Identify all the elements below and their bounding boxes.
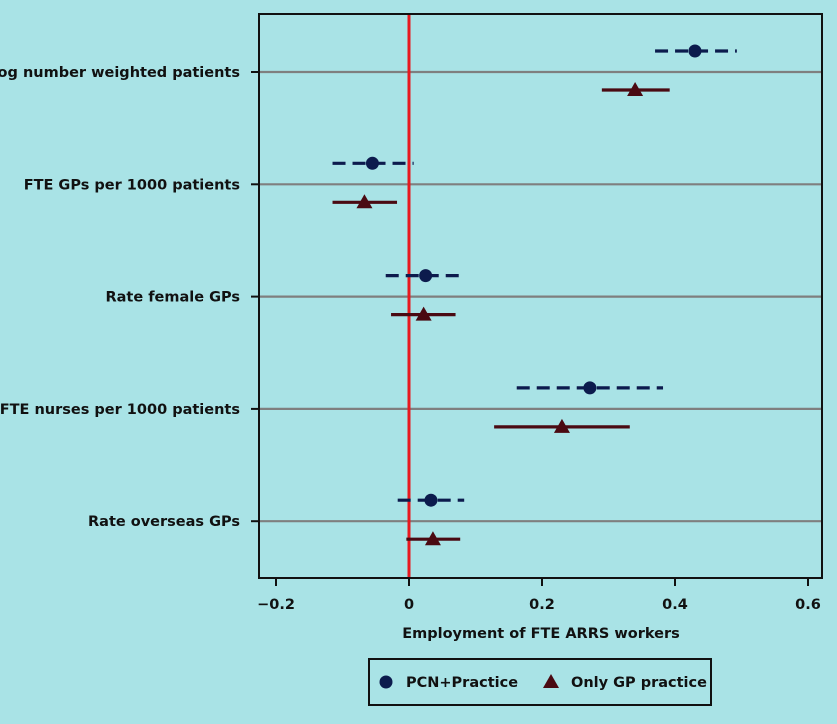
point-marker (583, 381, 597, 395)
y-tick-label: FTE nurses per 1000 patients (0, 402, 240, 418)
point-marker (553, 418, 570, 433)
y-tick-label: Rate female GPs (105, 290, 240, 306)
x-axis: −0.2 0 0.2 0.4 0.6 (257, 578, 821, 613)
point-marker (688, 44, 702, 58)
legend-box (368, 658, 712, 706)
legend-label: Only GP practice (571, 675, 707, 691)
legend-marker (543, 674, 559, 688)
y-tick-label: Rate overseas GPs (88, 514, 240, 530)
point-marker (419, 269, 433, 283)
x-tick-label: −0.2 (257, 597, 295, 613)
series-group (332, 44, 737, 546)
y-tick-label: Log number weighted patients (0, 65, 240, 81)
point-marker (627, 82, 644, 96)
y-tick-label: FTE GPs per 1000 patients (24, 177, 240, 193)
point-marker (415, 306, 432, 321)
point-marker (424, 531, 441, 546)
x-tick-label: 0.6 (795, 597, 821, 613)
point-marker (365, 156, 379, 170)
row-lines (259, 70, 822, 523)
x-tick-label: 0 (404, 597, 414, 613)
x-tick-label: 0.4 (662, 597, 688, 613)
point-marker (424, 493, 438, 507)
point-marker (356, 194, 373, 209)
x-tick-label: 0.2 (529, 597, 555, 613)
y-axis: Log number weighted patients FTE GPs per … (0, 65, 259, 530)
legend-marker (379, 675, 393, 689)
legend-label: PCN+Practice (406, 675, 518, 691)
legend: PCN+Practice Only GP practice (368, 658, 712, 706)
x-axis-label: Employment of FTE ARRS workers (402, 626, 680, 642)
